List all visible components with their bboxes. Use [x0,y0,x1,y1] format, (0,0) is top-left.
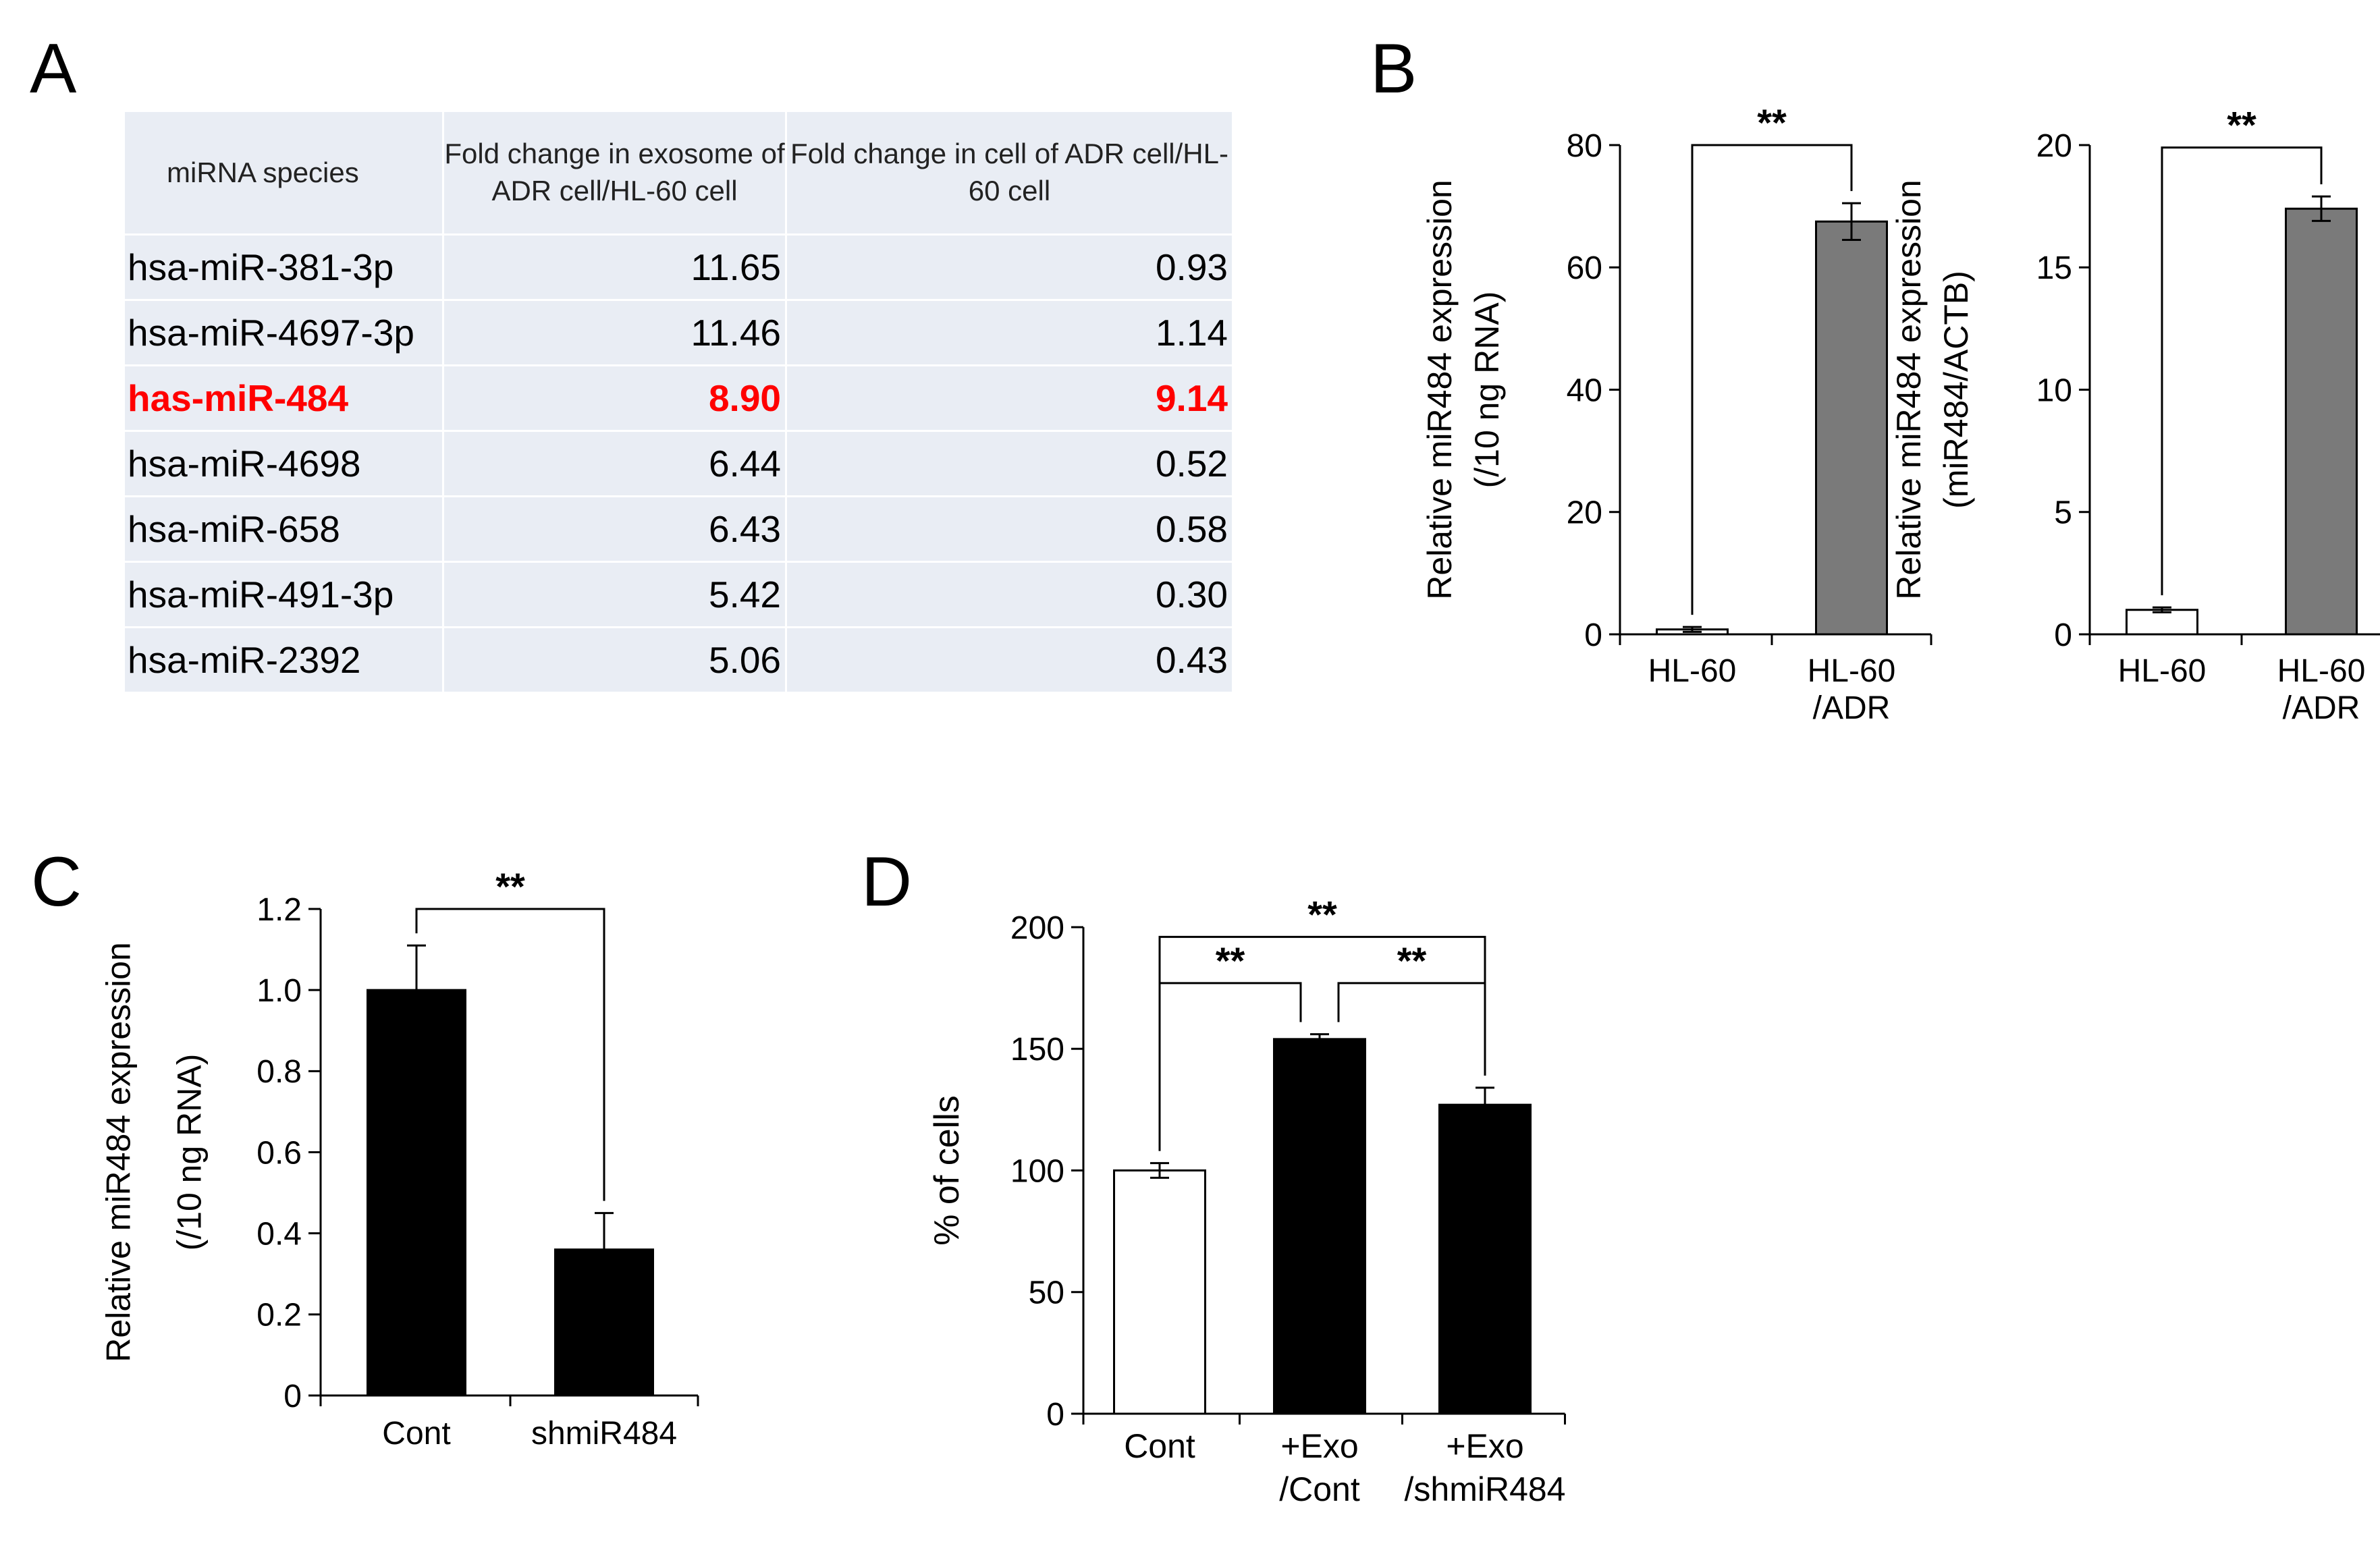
mirna-name-cell: hsa-miR-4698 [123,430,444,497]
chart-d-y-tick-label: 50 [1029,1275,1064,1311]
chart-b1-category-label: HL-60 [1808,653,1896,689]
header-exosome-fold-change: Fold change in exosome of ADR cell/HL-60… [442,110,787,236]
cell-fold-cell: 0.52 [785,430,1234,497]
mirna-name-cell: hsa-miR-381-3p [123,233,444,301]
chart-b1-y-tick-label: 0 [1584,617,1602,653]
chart-b2-bar [2126,609,2198,636]
chart-c-y-tick-label: 0 [283,1379,302,1414]
table-row: hsa-miR-381-3p 11.65 0.93 [123,233,1234,301]
chart-c-bar [554,1248,654,1397]
chart-b1-category-label: HL-60 [1648,653,1737,689]
cell-fold-cell: 0.43 [785,626,1234,694]
chart-b1-significance-label: ** [1757,101,1787,144]
chart-d-category-label: +Exo [1280,1427,1358,1465]
chart-c-y-tick-label: 0.6 [256,1135,302,1171]
panel-label-c: C [31,843,82,921]
chart-c-y-axis-label: Relative miR484 expression [100,942,138,1362]
chart-d-y-tick-label: 200 [1010,910,1064,946]
mirna-name-cell: hsa-miR-2392 [123,626,444,694]
chart-d-y-tick-label: 100 [1010,1153,1064,1189]
mirna-name-cell: hsa-miR-4697-3p [123,299,444,366]
chart-c-category-label: Cont [382,1416,450,1452]
exosome-fold-cell: 6.43 [442,495,787,563]
chart-c-y-tick-label: 1.2 [256,892,302,928]
panel-label-b: B [1370,30,1417,108]
chart-b1-y-tick-label: 60 [1567,250,1602,286]
chart-b2-category-label: HL-60 [2118,653,2207,689]
chart-b1-y-axis-label: Relative miR484 expression [1421,179,1459,600]
chart-d-category-label: /shmiR484 [1405,1470,1566,1508]
chart-d-y-axis-label: % of cells [927,1095,967,1246]
chart-c-significance-label: ** [495,865,525,908]
chart-b2-y-tick-label: 20 [2036,128,2072,164]
chart-b2-category-label: HL-60 [2277,653,2366,689]
chart-c-category-label: shmiR484 [531,1416,677,1452]
chart-c-y-tick-label: 0.8 [256,1054,302,1090]
chart-b2-y-axis-label: Relative miR484 expression [1890,179,1928,600]
chart-b1-y-tick-label: 40 [1567,372,1602,408]
chart-b1-y-axis-label: (/10 ng RNA) [1468,292,1506,489]
cell-fold-cell: 0.93 [785,233,1234,301]
cell-fold-cell: 1.14 [785,299,1234,366]
exosome-fold-cell: 6.44 [442,430,787,497]
chart-d-y-tick-label: 0 [1046,1397,1064,1433]
mirna-fold-change-table: miRNA species Fold change in exosome of … [123,110,1234,694]
chart-d-bar [1273,1038,1366,1415]
mirna-name-cell: hsa-miR-491-3p [123,561,444,628]
chart-b2-bar [2285,207,2358,636]
table-row: hsa-miR-2392 5.06 0.43 [123,626,1234,694]
table-row: hsa-miR-4697-3p 11.46 1.14 [123,299,1234,366]
exosome-fold-cell: 5.42 [442,561,787,628]
chart-d-category-label: Cont [1124,1427,1195,1465]
mirna-name-cell: has-miR-484 [123,364,444,432]
panel-label-d: D [861,843,913,921]
chart-b1-category-label: /ADR [1813,690,1891,726]
table-row: has-miR-484 8.90 9.14 [123,364,1234,432]
chart-d-bar [1113,1169,1206,1415]
chart-d-significance-bracket [1158,982,1302,1151]
chart-c-y-tick-label: 0.4 [256,1216,302,1252]
chart-b2-significance-label: ** [2227,104,2256,146]
chart-b2-significance-bracket [2161,146,2323,596]
table-row: hsa-miR-491-3p 5.42 0.30 [123,561,1234,628]
header-cell-fold-change: Fold change in cell of ADR cell/HL-60 ce… [785,110,1234,236]
chart-b1-significance-bracket [1691,144,1853,615]
chart-d-significance-label: ** [1397,939,1427,982]
chart-d-significance-label: ** [1216,939,1245,982]
table-row: hsa-miR-4698 6.44 0.52 [123,430,1234,497]
chart-b2-category-label: /ADR [2283,690,2360,726]
mirna-name-cell: hsa-miR-658 [123,495,444,563]
exosome-fold-cell: 5.06 [442,626,787,694]
chart-d-significance-bracket [1337,982,1486,1076]
chart-b2-y-tick-label: 5 [2054,495,2072,531]
chart-b2-y-axis-label: (miR484/ACTB) [1937,271,1975,509]
panel-label-a: A [30,30,77,108]
chart-d-category-label: /Cont [1279,1470,1360,1508]
cell-fold-cell: 9.14 [785,364,1234,432]
chart-b2-y-tick-label: 10 [2036,372,2072,408]
chart-b2-y-tick-label: 15 [2036,250,2072,286]
chart-b1-bar [1815,220,1888,636]
exosome-fold-cell: 11.65 [442,233,787,301]
exosome-fold-cell: 11.46 [442,299,787,366]
chart-c-bar [367,989,466,1397]
chart-d-significance-label: ** [1307,893,1337,935]
chart-d-category-label: +Exo [1446,1427,1523,1465]
header-mirna-species: miRNA species [123,110,444,236]
chart-d-bar [1438,1103,1532,1415]
chart-c-y-axis-label: (/10 ng RNA) [171,1054,209,1251]
chart-b1-y-tick-label: 20 [1567,495,1602,531]
chart-b2-y-tick-label: 0 [2054,617,2072,653]
chart-c-y-tick-label: 1.0 [256,973,302,1009]
table-header-row: miRNA species Fold change in exosome of … [123,110,1234,236]
chart-c-significance-bracket [415,908,605,1201]
table-row: hsa-miR-658 6.43 0.58 [123,495,1234,563]
chart-b1-y-tick-label: 80 [1567,128,1602,164]
exosome-fold-cell: 8.90 [442,364,787,432]
chart-c-y-tick-label: 0.2 [256,1298,302,1333]
cell-fold-cell: 0.58 [785,495,1234,563]
chart-d-y-tick-label: 150 [1010,1032,1064,1068]
cell-fold-cell: 0.30 [785,561,1234,628]
